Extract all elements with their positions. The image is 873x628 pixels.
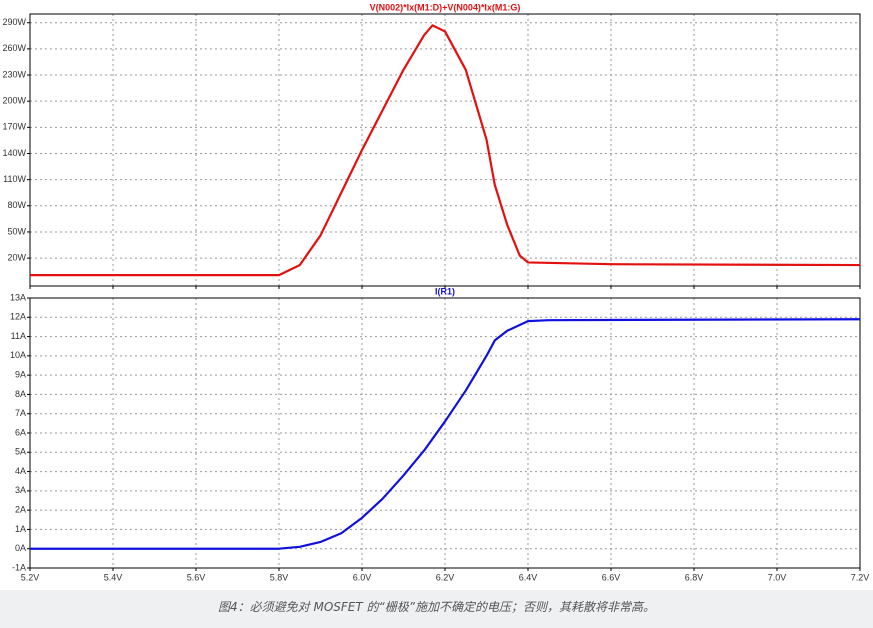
y-tick-label: 2A	[15, 505, 26, 515]
y-tick-label: 7A	[15, 408, 26, 418]
plot-frame	[29, 297, 861, 569]
y-tick-label: 170W	[2, 122, 26, 132]
y-tick-label: 50W	[7, 226, 26, 236]
y-tick-label: 1A	[15, 524, 26, 534]
y-tick-label: 260W	[2, 43, 26, 53]
plot-frame	[29, 13, 861, 287]
y-tick-label: 10A	[10, 350, 26, 360]
x-tick-label: 6.0V	[353, 572, 372, 582]
y-tick-label: 110W	[3, 174, 26, 184]
x-tick-label: 6.4V	[519, 572, 538, 582]
chart-title: V(N002)*Ix(M1:D)+V(N004)*Ix(M1:G)	[370, 2, 521, 12]
x-tick-label: 5.8V	[270, 572, 289, 582]
series-line	[30, 24, 861, 277]
series-line	[30, 318, 861, 550]
y-tick-label: 6A	[15, 427, 26, 437]
caption: 图4：必须避免对 MOSFET 的“栅极”施加不确定的电压；否则，其耗散将非常高…	[0, 590, 873, 628]
x-tick-label: 7.0V	[768, 572, 787, 582]
y-tick-label: 8A	[15, 389, 26, 399]
x-tick-label: 6.8V	[685, 572, 704, 582]
y-tick-label: 12A	[10, 312, 26, 322]
y-tick-label: -1A	[12, 562, 26, 572]
y-tick-label: 4A	[15, 466, 26, 476]
x-tick-label: 5.2V	[21, 572, 40, 582]
chart: 20W 50W 80W 110W 140W 170W 200W 230W 260W 290W V(N…	[2, 2, 870, 582]
y-tick-label: 200W	[2, 96, 26, 106]
y-tick-label: 20W	[7, 252, 26, 262]
chart-title: I(R1)	[435, 286, 455, 296]
y-tick-label: 13A	[10, 292, 26, 302]
y-tick-label: 3A	[15, 485, 26, 495]
y-tick-label: 140W	[2, 148, 26, 158]
y-tick-label: 0A	[15, 543, 26, 553]
x-tick-label: 5.4V	[104, 572, 123, 582]
x-tick-label: 6.2V	[436, 572, 455, 582]
y-tick-label: 230W	[2, 69, 26, 79]
x-tick-label: 6.6V	[602, 572, 621, 582]
y-tick-label: 9A	[15, 370, 26, 380]
x-tick-label: 7.2V	[851, 572, 870, 582]
x-tick-label: 5.6V	[187, 572, 206, 582]
y-tick-label: 80W	[7, 200, 26, 210]
y-tick-label: 290W	[2, 17, 26, 27]
y-tick-label: 5A	[15, 447, 26, 457]
y-tick-label: 11A	[11, 331, 26, 341]
